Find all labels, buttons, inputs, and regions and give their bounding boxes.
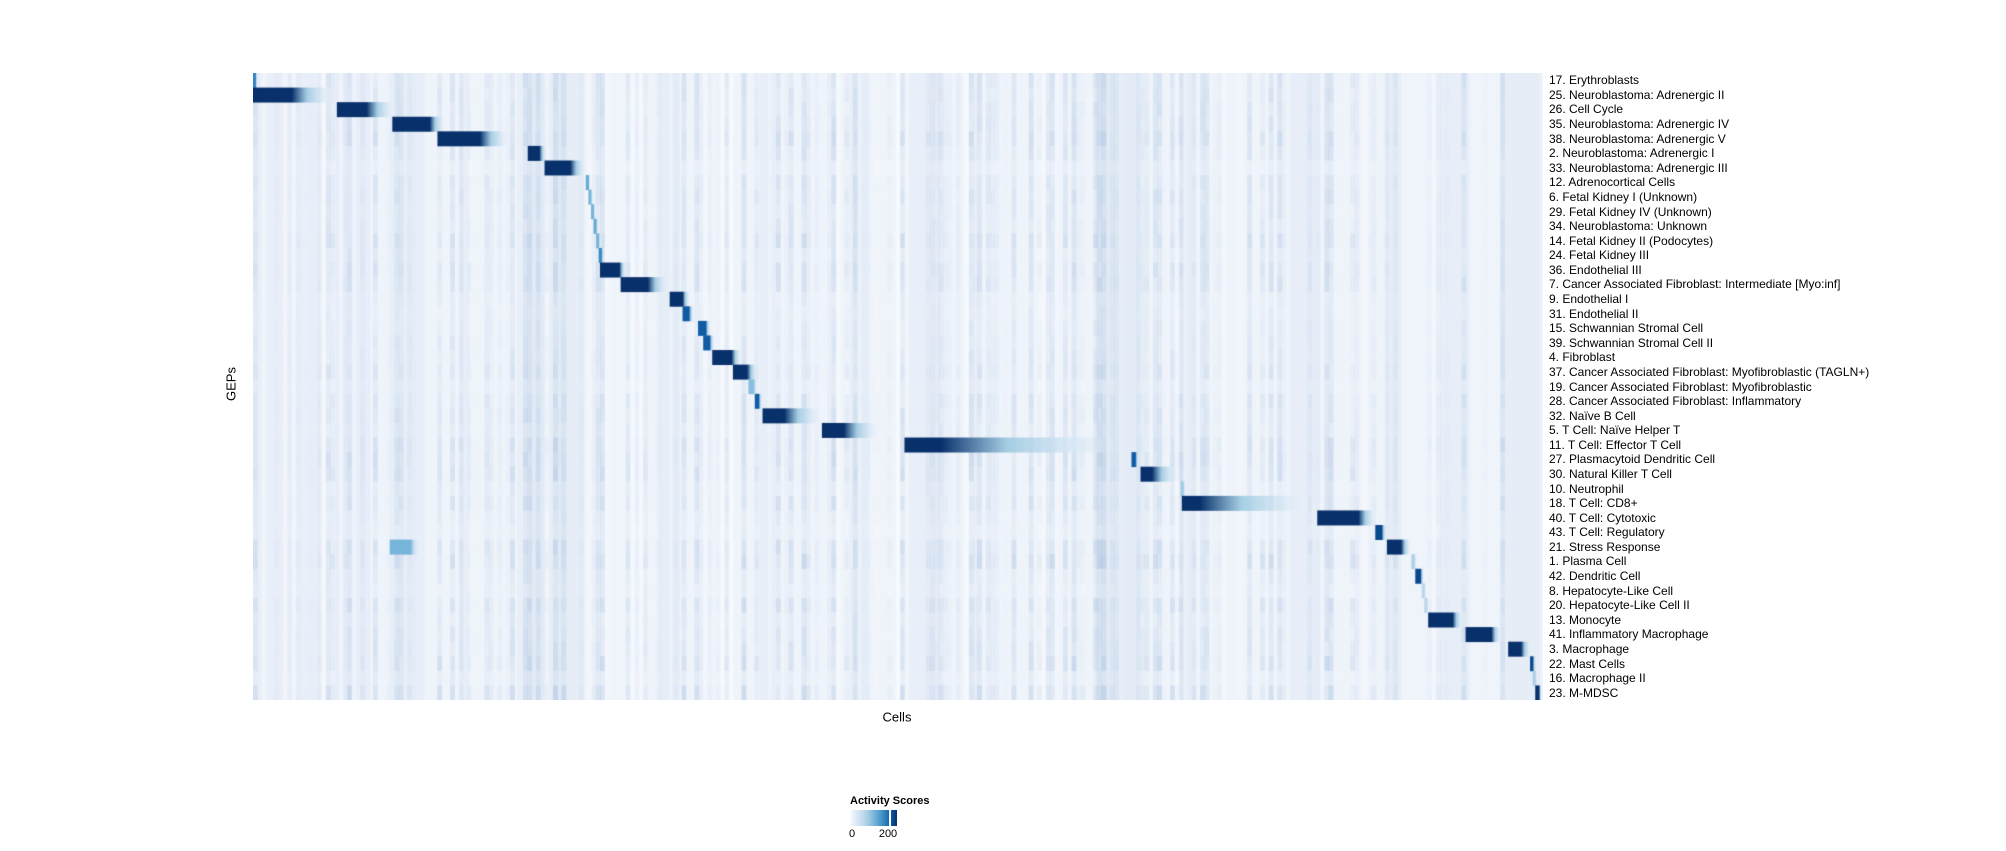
row-label: 6. Fetal Kidney I (Unknown)	[1549, 189, 1698, 204]
row-label: 18. T Cell: CD8+	[1549, 496, 1638, 511]
colorbar-min-label: 0	[848, 828, 856, 840]
row-label: 43. T Cell: Regulatory	[1549, 525, 1665, 540]
row-label: 36. Endothelial III	[1549, 262, 1642, 277]
row-label: 35. Neuroblastoma: Adrenergic IV	[1549, 117, 1730, 132]
row-label: 5. T Cell: Naïve Helper T	[1549, 423, 1681, 438]
row-label: 17. Erythroblasts	[1549, 73, 1640, 88]
row-label: 10. Neutrophil	[1549, 481, 1624, 496]
row-label: 12. Adrenocortical Cells	[1549, 175, 1676, 190]
colorbar-title: Activity Scores	[850, 795, 930, 807]
heatmap-plot-area	[253, 73, 1543, 700]
colorbar	[850, 810, 897, 826]
row-label: 15. Schwannian Stromal Cell	[1549, 321, 1704, 336]
row-label: 16. Macrophage II	[1549, 671, 1646, 686]
row-label: 37. Cancer Associated Fibroblast: Myofib…	[1549, 364, 1870, 379]
row-label: 7. Cancer Associated Fibroblast: Interme…	[1549, 277, 1841, 292]
row-label: 34. Neuroblastoma: Unknown	[1549, 219, 1708, 234]
row-label: 20. Hepatocyte-Like Cell II	[1549, 598, 1690, 613]
row-label: 28. Cancer Associated Fibroblast: Inflam…	[1549, 394, 1802, 409]
colorbar-legend: Activity Scores 0 200	[848, 795, 990, 842]
row-label: 30. Natural Killer T Cell	[1549, 466, 1672, 481]
row-label: 39. Schwannian Stromal Cell II	[1549, 335, 1714, 350]
y-axis-label: GEPs	[223, 367, 239, 401]
row-label: 4. Fibroblast	[1549, 350, 1616, 365]
row-label: 33. Neuroblastoma: Adrenergic III	[1549, 160, 1728, 175]
row-label: 32. Naïve B Cell	[1549, 408, 1636, 423]
row-label: 21. Stress Response	[1549, 539, 1661, 554]
row-label: 2. Neuroblastoma: Adrenergic I	[1549, 146, 1715, 161]
row-label: 22. Mast Cells	[1549, 656, 1626, 671]
row-label: 1. Plasma Cell	[1549, 554, 1627, 569]
row-label: 3. Macrophage	[1549, 641, 1630, 656]
row-label: 9. Endothelial I	[1549, 292, 1629, 306]
colorbar-gradient	[850, 810, 897, 826]
colorbar-tick-200	[889, 810, 891, 826]
row-label: 29. Fetal Kidney IV (Unknown)	[1549, 204, 1712, 219]
row-label: 25. Neuroblastoma: Adrenergic II	[1549, 87, 1725, 102]
colorbar-tick-labels: 0 200	[848, 828, 910, 842]
row-label: 40. T Cell: Cytotoxic	[1549, 510, 1656, 525]
colorbar-max-label: 200	[878, 828, 898, 840]
x-axis-label: Cells	[882, 709, 912, 725]
row-label: 38. Neuroblastoma: Adrenergic V	[1549, 131, 1726, 146]
row-label: 24. Fetal Kidney III	[1549, 248, 1650, 263]
row-label: 26. Cell Cycle	[1549, 102, 1624, 117]
row-label: 19. Cancer Associated Fibroblast: Myofib…	[1549, 379, 1812, 394]
row-label: 23. M-MDSC	[1549, 685, 1619, 700]
row-label: 14. Fetal Kidney II (Podocytes)	[1549, 233, 1714, 248]
row-label: 41. Inflammatory Macrophage	[1549, 627, 1709, 642]
row-label: 42. Dendritic Cell	[1549, 569, 1641, 584]
row-label: 8. Hepatocyte-Like Cell	[1549, 583, 1674, 598]
row-label: 11. T Cell: Effector T Cell	[1549, 437, 1682, 452]
row-label: 31. Endothelial II	[1549, 306, 1639, 321]
row-label: 13. Monocyte	[1549, 612, 1622, 627]
row-label: 27. Plasmacytoid Dendritic Cell	[1549, 452, 1716, 467]
